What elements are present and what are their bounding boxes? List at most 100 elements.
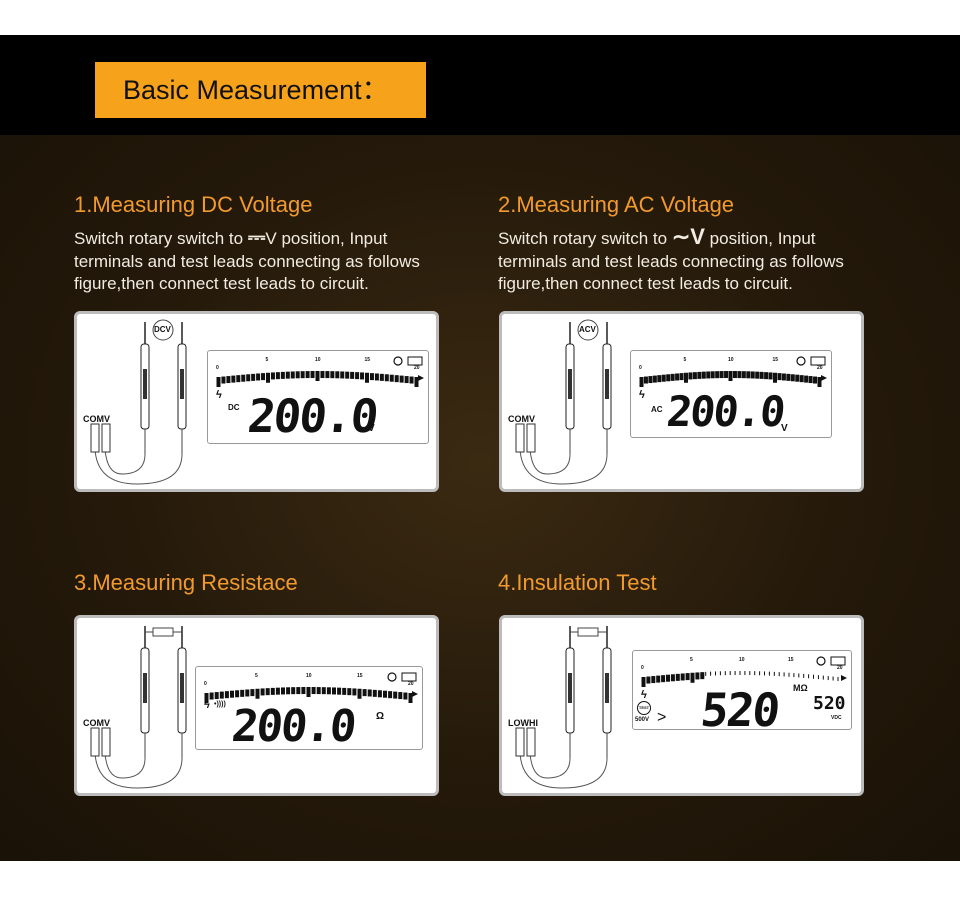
- mode-label: DC: [228, 403, 240, 412]
- scale-segment: [345, 371, 350, 379]
- scale-segment: [759, 371, 764, 379]
- scale-segment: [367, 689, 372, 697]
- scale-segment: [675, 673, 680, 681]
- scale-segment: [710, 371, 715, 379]
- scale-segment: [340, 371, 345, 379]
- scale-label: 10: [306, 673, 312, 679]
- scale-segment: [408, 693, 413, 703]
- scale-segment: [347, 688, 352, 696]
- mode-label: AC: [651, 405, 663, 414]
- scale-segment: [803, 673, 805, 678]
- scale-segment: [705, 671, 707, 676]
- scale-segment: [729, 671, 731, 676]
- scale-segment: [290, 371, 295, 379]
- scale-segment: [795, 374, 800, 382]
- scale-segment: [679, 373, 684, 381]
- scale-segment: [342, 687, 347, 695]
- scale-segment: [241, 374, 246, 382]
- main-reading: 200.0: [245, 389, 380, 443]
- high-voltage-icon: ϟ: [641, 689, 647, 701]
- scale-segment: [350, 371, 355, 379]
- scale-segment: [666, 374, 671, 382]
- scale-segment: [236, 375, 241, 383]
- scale-segment: [330, 371, 335, 379]
- scale-segment: [365, 372, 369, 383]
- scale-label: 5: [255, 673, 258, 679]
- scale-segment: [393, 691, 398, 699]
- scale-segment: [773, 671, 775, 676]
- scale-segment: [266, 372, 270, 383]
- scale-segment: [706, 371, 711, 379]
- scale-segment: [221, 376, 226, 384]
- scale-segment: [286, 687, 291, 695]
- scale-segment: [799, 375, 804, 383]
- scale-segment: [383, 690, 387, 698]
- scale-segment: [321, 687, 326, 695]
- scale-segment: [325, 371, 330, 379]
- scale-segment: [305, 371, 310, 379]
- scale-segment: [280, 371, 285, 379]
- terminal-label: COM: [83, 414, 104, 424]
- scale-segment: [306, 687, 311, 697]
- scale-segment: [310, 371, 315, 379]
- scale-segment: [320, 371, 325, 379]
- test-leads-icon: [90, 626, 187, 789]
- scale-segment: [219, 691, 224, 699]
- scale-segment: [301, 687, 306, 695]
- scale-segment: [798, 673, 800, 678]
- scale-segment: [724, 671, 726, 676]
- scale-label: 0: [639, 365, 642, 371]
- test-leads-icon: [90, 319, 187, 485]
- scale-segment: [255, 688, 260, 699]
- scale-segment: [235, 690, 240, 698]
- scale-segment: [688, 372, 693, 380]
- scale-segment: [245, 689, 250, 697]
- scale-label: 5: [683, 357, 687, 363]
- terminal-label: V: [529, 414, 536, 424]
- scale-segment: [275, 687, 280, 695]
- unit-label: Ω: [376, 711, 385, 722]
- scale-segment: [256, 373, 261, 381]
- scale-segment: [732, 371, 737, 379]
- mode-badge: DCV: [154, 325, 171, 334]
- scale-segment: [675, 373, 680, 381]
- section-resistance: 3.Measuring Resistace: [74, 570, 298, 596]
- scale-segment: [352, 688, 357, 696]
- scale-segment: [755, 371, 760, 379]
- scale-segment: [813, 674, 814, 679]
- scale-label: 20: [837, 665, 843, 671]
- scale-segment: [719, 371, 724, 379]
- section-heading: 1.Measuring DC Voltage: [74, 192, 313, 217]
- scale-segment: [804, 375, 809, 383]
- analog-scale: [216, 356, 424, 387]
- section-heading: 4.Insulation Test: [498, 570, 657, 595]
- scale-segment: [786, 373, 791, 381]
- scale-segment: [652, 375, 657, 383]
- scale-segment: [764, 671, 765, 676]
- scale-segment: [296, 687, 301, 695]
- arrow-indicator: >: [657, 709, 667, 726]
- scale-segment: [827, 676, 829, 681]
- scale-segment: [209, 692, 214, 700]
- scale-segment: [817, 675, 819, 680]
- test-leads-icon: [515, 319, 612, 485]
- scale-segment: [759, 671, 761, 676]
- diagram-panel-insulation: LOW HI 0 5 10 15 20 ϟ TEST 500V >520 VDC 520 MΩ: [499, 615, 864, 796]
- diagram-panel-dc: DCV COM V 0 5 10 15 20 ϟ DC 200.0 V: [74, 311, 439, 492]
- scale-segment: [300, 371, 305, 379]
- scale-segment: [710, 671, 712, 676]
- scale-segment: [403, 692, 408, 700]
- lcd-display: 0 5 10 15 20 ϟ AC 200.0 V: [630, 350, 832, 438]
- scale-segment: [837, 677, 839, 681]
- scale-segment: [666, 674, 670, 682]
- scale-segment: [315, 371, 320, 381]
- scale-segment: [657, 375, 662, 383]
- scale-segment: [414, 377, 419, 387]
- scale-segment: [384, 374, 389, 382]
- test-leads-icon: [515, 626, 612, 789]
- terminal-label: V: [104, 718, 111, 728]
- scale-segment: [754, 671, 756, 676]
- scale-segment: [764, 372, 769, 380]
- section-heading: 3.Measuring Resistace: [74, 570, 298, 595]
- scale-segment: [226, 376, 231, 384]
